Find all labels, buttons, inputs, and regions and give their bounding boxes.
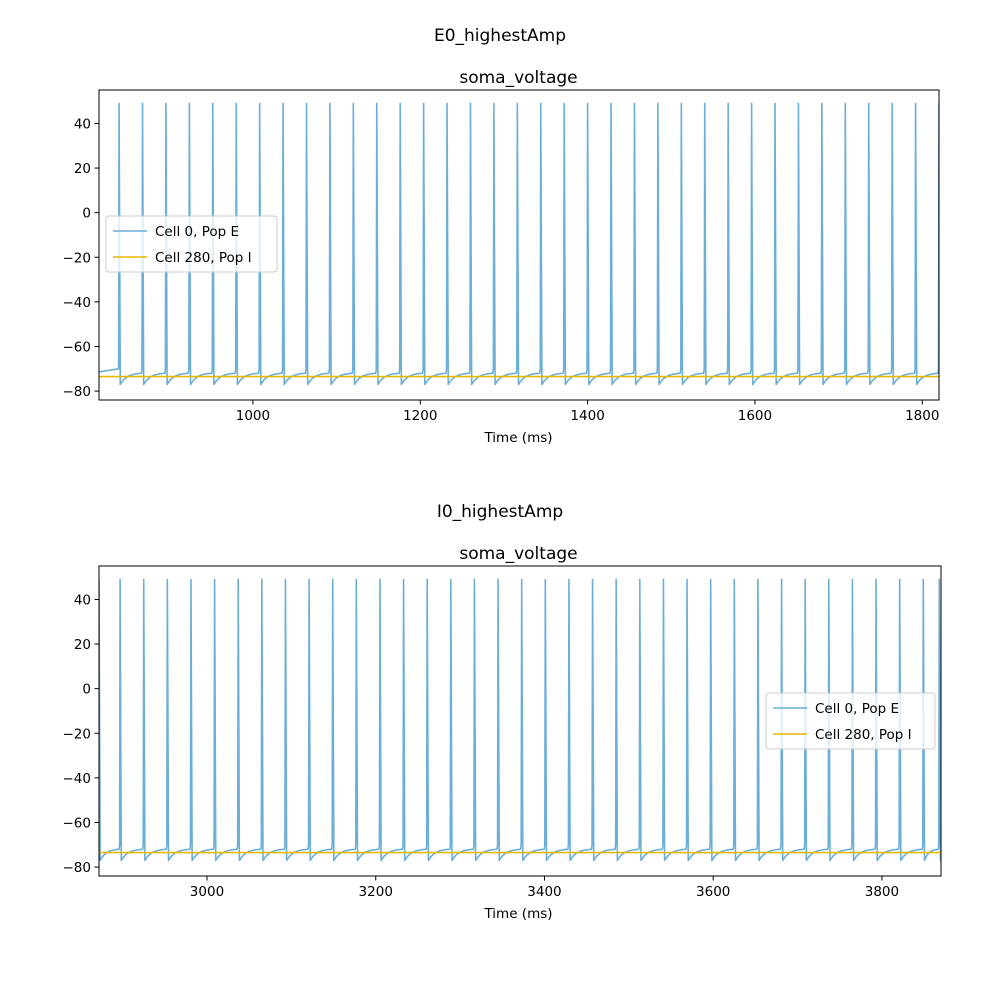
chart-1-title: soma_voltage [459, 68, 577, 88]
y-tick-label: 40 [74, 592, 91, 608]
x-tick-label: 1600 [738, 408, 772, 424]
chart-2-y-axis: 40 20 0 −20 −40 −60 −80 [63, 592, 99, 876]
y-tick-label: 20 [74, 637, 91, 653]
chart-1: E0_highestAmp soma_voltage Time (ms) 100… [63, 26, 940, 446]
chart-2-frame [98, 565, 942, 877]
chart-2-legend: Cell 0, Pop E Cell 280, Pop I [765, 692, 936, 750]
y-tick-label: −40 [63, 771, 92, 787]
chart-1-legend: Cell 0, Pop E Cell 280, Pop I [105, 215, 278, 273]
chart-2-suptitle: I0_highestAmp [437, 502, 563, 522]
y-tick-label: 20 [74, 161, 91, 177]
chart-2-title: soma_voltage [459, 544, 577, 564]
x-tick-label: 1200 [403, 408, 437, 424]
y-tick-label: 0 [82, 682, 91, 698]
x-tick-label: 3800 [865, 884, 899, 900]
chart-1-y-axis: 40 20 0 −20 −40 −60 −80 [63, 116, 99, 400]
y-tick-label: −20 [63, 250, 92, 266]
chart-2-legend-box [765, 692, 936, 750]
y-tick-label: −40 [63, 295, 92, 311]
chart-1-suptitle: E0_highestAmp [434, 26, 566, 46]
chart-1-legend-box [105, 215, 278, 273]
x-tick-label: 1800 [905, 408, 939, 424]
x-tick-label: 1000 [236, 408, 270, 424]
x-tick-label: 3200 [359, 884, 393, 900]
chart-2-xlabel: Time (ms) [483, 906, 552, 922]
y-tick-label: −80 [63, 860, 92, 876]
chart-1-x-axis: 1000 1200 1400 1600 1800 [236, 400, 939, 424]
y-tick-label: −80 [63, 384, 92, 400]
chart-2-x-axis: 3000 3200 3400 3600 3800 [190, 876, 899, 900]
chart-2-legend-label-cell-0: Cell 0, Pop E [815, 701, 899, 717]
x-tick-label: 3400 [527, 884, 561, 900]
x-tick-label: 3000 [190, 884, 224, 900]
chart-1-legend-label-cell-280: Cell 280, Pop I [155, 250, 252, 266]
y-tick-label: −60 [63, 339, 92, 355]
chart-1-legend-label-cell-0: Cell 0, Pop E [155, 224, 239, 240]
y-tick-label: −20 [63, 726, 92, 742]
chart-1-xlabel: Time (ms) [483, 430, 552, 446]
x-tick-label: 1400 [570, 408, 604, 424]
x-tick-label: 3600 [696, 884, 730, 900]
y-tick-label: 40 [74, 116, 91, 132]
y-tick-label: −60 [63, 815, 92, 831]
chart-1-plot-area [99, 102, 939, 386]
chart-1-frame [98, 89, 940, 401]
chart-2: I0_highestAmp soma_voltage Time (ms) 300… [63, 502, 942, 922]
y-tick-label: 0 [82, 206, 91, 222]
chart-2-legend-label-cell-280: Cell 280, Pop I [815, 727, 912, 743]
series-line-cell-0-pop-e [99, 102, 939, 386]
chart-2-plot-area [99, 578, 941, 862]
